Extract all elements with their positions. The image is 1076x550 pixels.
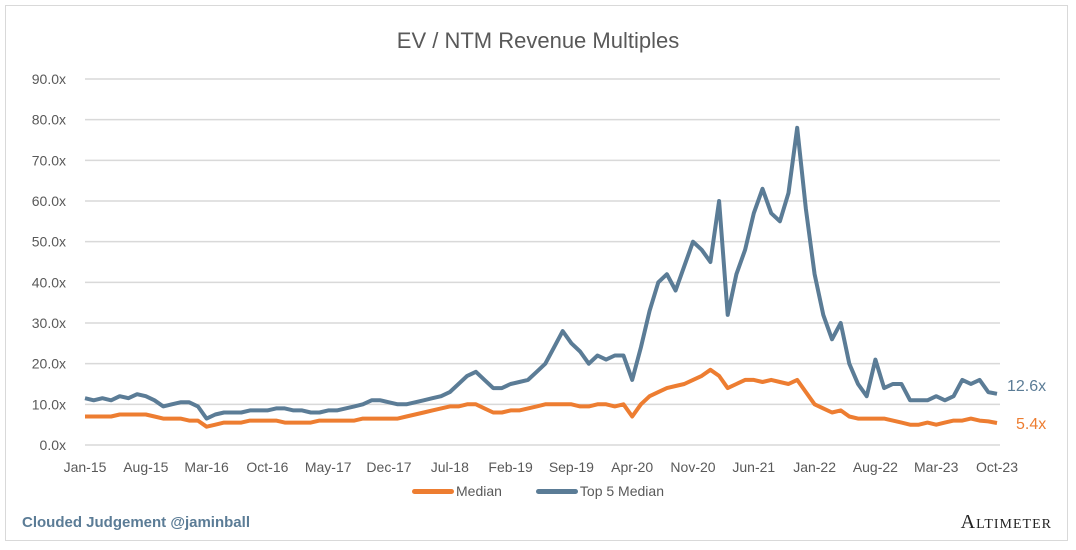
x-tick-label: Jul-18	[431, 459, 469, 475]
legend-swatch-median	[412, 488, 454, 494]
x-tick-label: Aug-22	[853, 459, 898, 475]
y-tick-label: 90.0x	[32, 71, 66, 87]
x-tick-label: Sep-19	[549, 459, 594, 475]
x-tick-label: Apr-20	[611, 459, 653, 475]
end-label-top-5-median: 12.6x	[1007, 378, 1046, 395]
legend-item-median: Median	[412, 483, 502, 499]
legend: Median Top 5 Median	[0, 483, 1076, 499]
chart-title: EV / NTM Revenue Multiples	[396, 28, 680, 53]
y-tick-label: 20.0x	[32, 356, 66, 372]
end-label-median: 5.4x	[1016, 416, 1046, 433]
footer-credit: Clouded Judgement @jaminball	[22, 514, 250, 531]
x-tick-label: Jan-15	[64, 459, 107, 475]
legend-label-median: Median	[456, 483, 502, 499]
x-tick-label: Mar-16	[184, 459, 229, 475]
series-line-top-5-median	[84, 125, 998, 421]
y-tick-label: 50.0x	[32, 234, 66, 250]
series-line-median	[85, 367, 998, 429]
x-tick-label: May-17	[305, 459, 352, 475]
legend-label-top5: Top 5 Median	[579, 483, 664, 499]
x-tick-label: Oct-23	[976, 459, 1018, 475]
y-tick-label: 80.0x	[32, 112, 66, 128]
x-tick-label: Dec-17	[366, 459, 411, 475]
x-tick-label: Jan-22	[793, 459, 836, 475]
x-tick-label: Feb-19	[488, 459, 533, 475]
y-tick-label: 40.0x	[32, 274, 66, 290]
y-tick-label: 10.0x	[32, 396, 66, 412]
y-tick-label: 30.0x	[32, 315, 66, 331]
x-tick-label: Aug-15	[123, 459, 168, 475]
x-tick-label: Mar-23	[914, 459, 959, 475]
brand-logo: Altimeter	[960, 511, 1052, 533]
legend-item-top5: Top 5 Median	[535, 483, 664, 499]
y-tick-label: 0.0x	[40, 437, 66, 453]
chart-frame	[5, 5, 1068, 541]
y-tick-label: 60.0x	[32, 193, 66, 209]
x-tick-label: Oct-16	[246, 459, 288, 475]
legend-swatch-top5	[535, 488, 578, 494]
x-tick-label: Jun-21	[732, 459, 775, 475]
x-tick-label: Nov-20	[670, 459, 715, 475]
y-tick-label: 70.0x	[32, 152, 66, 168]
